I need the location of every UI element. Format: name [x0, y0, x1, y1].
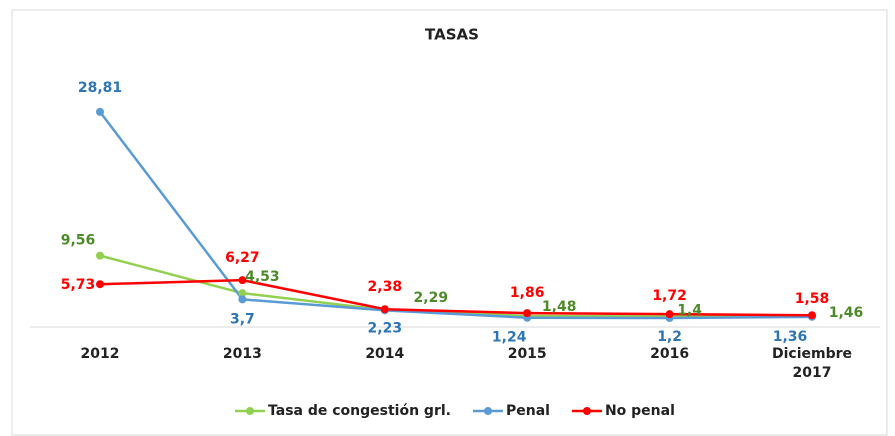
x-tick-label: 2015 — [507, 346, 547, 362]
data-label: 5,73 — [61, 277, 96, 293]
chart-frame — [11, 9, 888, 436]
data-label: 1,2 — [657, 329, 682, 345]
data-label: 4,53 — [245, 269, 280, 285]
data-label: 3,7 — [230, 311, 255, 327]
data-label: 28,81 — [78, 80, 122, 96]
chart-title: TASAS — [425, 26, 479, 44]
x-tick-label: 2014 — [365, 346, 405, 362]
data-label: 1,46 — [829, 305, 864, 321]
legend-marker — [582, 407, 591, 415]
data-point — [238, 295, 247, 304]
data-label: 1,86 — [510, 285, 545, 301]
data-label: 1,58 — [795, 291, 830, 307]
series-line — [99, 278, 813, 317]
data-label: 2,38 — [368, 279, 403, 295]
data-label: 9,56 — [61, 233, 96, 249]
series-line — [99, 111, 813, 320]
data-label: 2,23 — [368, 320, 403, 336]
data-point — [96, 280, 104, 289]
data-point — [96, 107, 104, 116]
data-point — [238, 276, 247, 285]
legend-marker — [483, 407, 492, 415]
data-point — [238, 289, 247, 298]
data-label: 1,48 — [542, 299, 577, 315]
data-point — [96, 251, 104, 260]
legend-label: No penal — [605, 403, 675, 419]
legend-marker — [246, 407, 254, 415]
data-label: 6,27 — [225, 250, 260, 266]
data-label: 1,72 — [652, 288, 687, 304]
legend-label: Tasa de congestión grl. — [268, 403, 451, 419]
x-tick-label: 2012 — [80, 346, 120, 362]
data-label: 1,24 — [492, 330, 527, 346]
x-tick-label: Diciembre 2017 — [771, 346, 853, 381]
data-point — [380, 305, 389, 314]
legend-label: Penal — [506, 403, 550, 419]
x-tick-label: 2013 — [222, 346, 262, 362]
data-point — [523, 309, 532, 318]
data-label: 1,36 — [773, 329, 808, 345]
data-label: 1,4 — [677, 303, 702, 319]
data-point — [808, 311, 816, 320]
data-label: 2,29 — [414, 290, 449, 306]
x-tick-label: 2016 — [650, 346, 690, 362]
data-point — [665, 310, 674, 319]
